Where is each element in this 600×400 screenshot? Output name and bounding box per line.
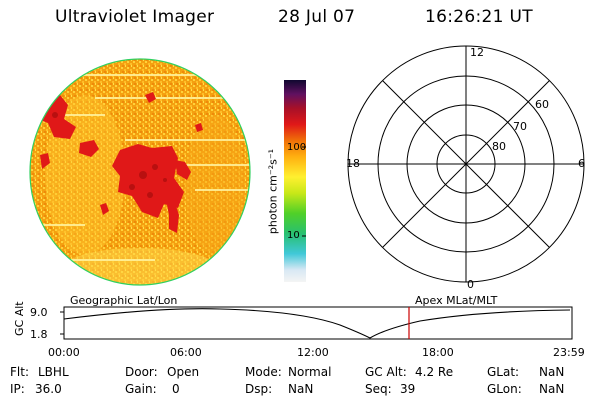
- uv-image-disk: [29, 58, 251, 286]
- glon-value: NaN: [539, 382, 565, 396]
- orbit-xtick-0600: 06:00: [170, 346, 202, 359]
- mlt-label-18: 18: [346, 157, 360, 170]
- orbit-xtick-0000: 00:00: [48, 346, 80, 359]
- door-value: Open: [167, 365, 200, 379]
- filter-label: Flt:: [10, 365, 29, 379]
- altitude-curve: [63, 308, 571, 339]
- colorbar-tick-100: 100: [287, 142, 307, 153]
- gain-label: Gain:: [125, 382, 157, 396]
- lat-label-70: 70: [513, 120, 527, 133]
- lat-label-80: 80: [492, 140, 506, 153]
- door-label: Door:: [125, 365, 158, 379]
- observation-date: 28 Jul 07: [278, 7, 356, 27]
- orbit-ytick-low: 1.8: [30, 328, 48, 341]
- colorbar-label: photon cm⁻²s⁻¹: [266, 148, 280, 235]
- dsp-value: NaN: [288, 382, 314, 396]
- intensity-colorbar: [284, 80, 306, 282]
- ip-label: IP:: [10, 382, 25, 396]
- gain-value: 0: [172, 382, 180, 396]
- gc-alt-value: 4.2 Re: [415, 365, 454, 379]
- orbit-right-label: Apex MLat/MLT: [415, 294, 498, 307]
- mlt-label-6: 6: [578, 157, 585, 170]
- colorbar-tick-10: 10: [287, 230, 300, 241]
- observation-time: 16:26:21 UT: [425, 7, 533, 27]
- orbit-ytick-high: 9.0: [30, 306, 48, 319]
- mode-label: Mode:: [245, 365, 282, 379]
- gc-alt-label: GC Alt:: [365, 365, 407, 379]
- seq-label: Seq:: [365, 382, 392, 396]
- glat-label: GLat:: [487, 365, 520, 379]
- filter-value: LBHL: [38, 365, 69, 379]
- orbit-xtick-2359: 23:59: [553, 346, 585, 359]
- glon-label: GLon:: [487, 382, 522, 396]
- lat-label-60: 60: [535, 98, 549, 111]
- orbit-altitude-plot: [60, 306, 573, 340]
- mode-value: Normal: [288, 365, 332, 379]
- instrument-title: Ultraviolet Imager: [55, 7, 215, 27]
- mlt-label-12: 12: [470, 46, 484, 59]
- mlt-label-0: 0: [467, 278, 474, 291]
- orbit-xtick-1800: 18:00: [422, 346, 454, 359]
- ip-value: 36.0: [35, 382, 62, 396]
- orbit-y-axis-label: GC Alt: [13, 301, 26, 336]
- orbit-xtick-1200: 12:00: [297, 346, 329, 359]
- glat-value: NaN: [539, 365, 565, 379]
- seq-value: 39: [400, 382, 416, 396]
- polar-mlt-grid: [347, 45, 585, 283]
- dsp-label: Dsp:: [245, 382, 273, 396]
- orbit-left-label: Geographic Lat/Lon: [70, 294, 178, 307]
